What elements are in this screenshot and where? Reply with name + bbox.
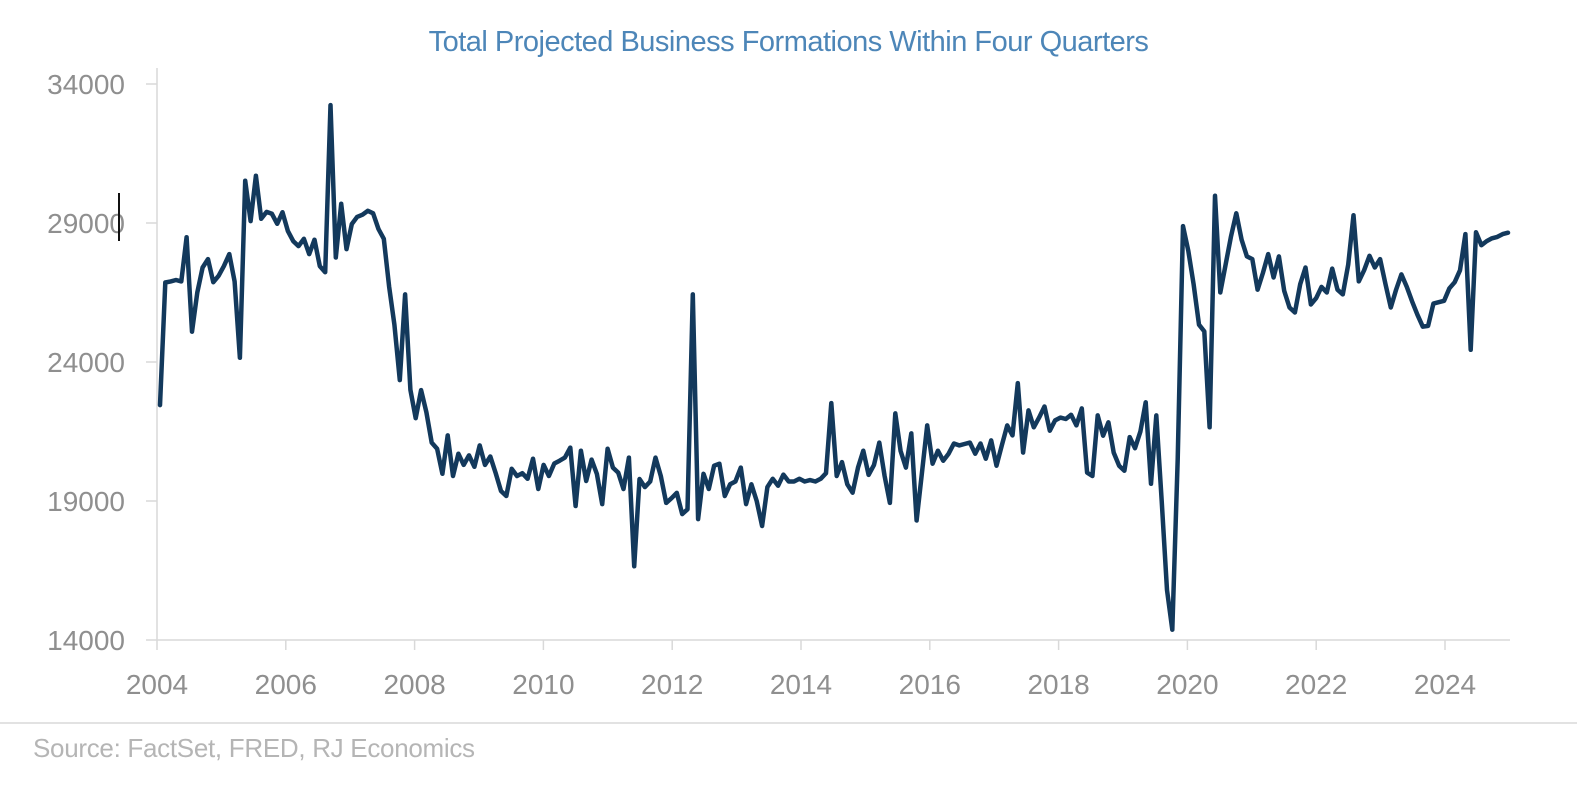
footer-divider: [0, 722, 1577, 724]
x-tick-label: 2006: [255, 669, 317, 700]
x-tick-label: 2016: [899, 669, 961, 700]
x-tick-label: 2012: [641, 669, 703, 700]
x-tick-label: 2008: [383, 669, 445, 700]
stray-text-cursor-artifact: [118, 193, 120, 241]
chart-title: Total Projected Business Formations With…: [428, 26, 1149, 58]
y-tick-label: 14000: [47, 625, 125, 656]
x-tick-label: 2022: [1285, 669, 1347, 700]
y-tick-label: 29000: [47, 208, 125, 239]
x-tick-label: 2010: [512, 669, 574, 700]
x-tick-label: 2014: [770, 669, 832, 700]
data-series-line: [157, 102, 1511, 632]
x-tick-label: 2018: [1027, 669, 1089, 700]
y-tick-label: 24000: [47, 347, 125, 378]
y-tick-label: 34000: [47, 69, 125, 100]
y-tick-label: 19000: [47, 486, 125, 517]
source-note: Source: FactSet, FRED, RJ Economics: [33, 733, 475, 763]
x-tick-label: 2004: [126, 669, 188, 700]
x-tick-label: 2024: [1414, 669, 1476, 700]
x-tick-label: 2020: [1156, 669, 1218, 700]
